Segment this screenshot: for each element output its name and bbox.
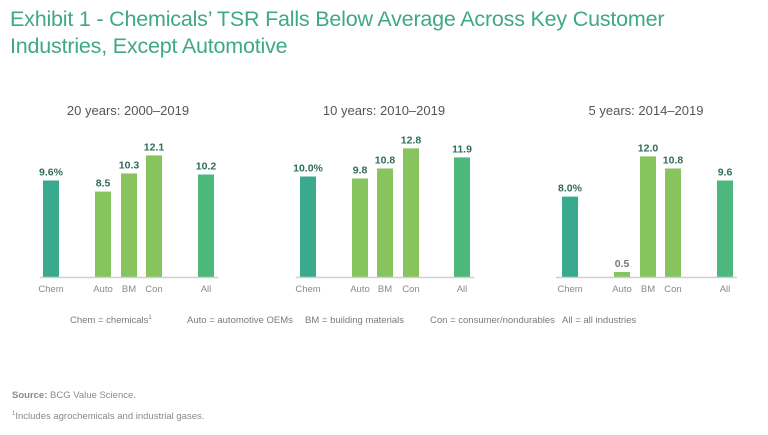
bar-charts: 9.6%Chem8.5Auto10.3BM12.1Con10.2All10.0%… (38, 134, 737, 295)
bar-all (198, 174, 214, 277)
legend-auto: Auto = automotive OEMs (187, 315, 293, 326)
data-label-con: 10.8 (663, 154, 684, 166)
tick-label-chem: Chem (295, 284, 320, 295)
tick-label-auto: Auto (93, 284, 113, 295)
data-label-bm: 10.8 (375, 154, 396, 166)
source-text: BCG Value Science. (47, 390, 136, 401)
data-label-auto: 8.5 (96, 178, 111, 190)
bar-chem (300, 176, 316, 277)
bar-bm (640, 156, 656, 277)
tick-label-chem: Chem (557, 284, 582, 295)
panel-title-20-years: 20 years: 2000–2019 (66, 103, 190, 118)
bar-bm (121, 173, 137, 277)
footnote-marker: 1 (12, 411, 16, 417)
tick-label-bm: BM (378, 284, 392, 295)
tick-label-con: Con (664, 284, 681, 295)
bar-auto (95, 191, 111, 277)
bar-all (717, 180, 733, 277)
data-label-all: 9.6 (718, 167, 733, 179)
data-label-con: 12.8 (401, 134, 422, 146)
panel-title-5-years: 5 years: 2014–2019 (588, 103, 704, 118)
bar-auto (352, 178, 368, 277)
legend-chem: Chem = chemicals1 (70, 315, 152, 326)
legend-bm: BM = building materials (305, 315, 404, 326)
exhibit-title: Exhibit 1 - Chemicals’ TSR Falls Below A… (10, 7, 665, 58)
chart-panel-0: 9.6% Chem 8.5 Auto 10.3 BM 12.1 Con 10.2 All (38, 141, 218, 295)
legend-all: All = all industries (562, 315, 636, 326)
tick-label-chem: Chem (38, 284, 63, 295)
tick-label-bm: BM (641, 284, 655, 295)
data-label-chem: 8.0% (558, 183, 583, 195)
data-label-all: 11.9 (452, 143, 472, 155)
source-label: Source: (12, 390, 48, 401)
data-label-bm: 12.0 (638, 142, 659, 154)
legend-chem-text: Chem = chemicals (70, 315, 149, 327)
panel-title-10-years: 10 years: 2010–2019 (322, 103, 446, 118)
legend-con-text: Con = consumer/nondurables (430, 315, 555, 326)
data-label-chem: 9.6% (39, 167, 64, 179)
footnote: 1Includes agrochemicals and industrial g… (12, 411, 204, 422)
tick-label-con: Con (145, 284, 162, 295)
bar-all (454, 157, 470, 277)
footnote-text: Includes agrochemicals and industrial ga… (15, 411, 205, 423)
source-note: Source: BCG Value Science. (12, 390, 136, 401)
data-label-all: 10.2 (196, 160, 217, 172)
tick-label-con: Con (402, 284, 419, 295)
bar-con (403, 148, 419, 277)
tick-label-all: All (201, 284, 212, 295)
legend-bm-text: BM = building materials (305, 315, 405, 326)
chart-panel-2: 8.0% Chem 0.5 Auto 12.0 BM 10.8 Con 9.6 All (556, 142, 737, 295)
tick-label-bm: BM (122, 284, 136, 295)
data-label-chem: 10.0% (293, 163, 323, 175)
data-label-auto: 9.8 (353, 165, 368, 177)
legend-auto-text: Auto = automotive OEMs (187, 315, 293, 326)
tick-label-auto: Auto (350, 284, 370, 295)
tick-label-auto: Auto (612, 284, 632, 295)
bar-con (665, 168, 681, 277)
tick-label-all: All (720, 284, 731, 295)
data-label-auto: 0.5 (615, 258, 630, 270)
chart-panel-1: 10.0% Chem 9.8 Auto 10.8 BM 12.8 Con 11.9 All (293, 134, 474, 295)
bar-chem (562, 196, 578, 277)
bar-auto (614, 271, 630, 277)
data-label-con: 12.1 (144, 141, 165, 153)
bar-bm (377, 168, 393, 277)
tick-label-all: All (457, 284, 468, 295)
bar-con (146, 155, 162, 277)
legend-all-text: All = all industries (562, 315, 637, 326)
data-label-bm: 10.3 (119, 159, 140, 171)
legend-con: Con = consumer/nondurables (430, 315, 555, 326)
bar-chem (43, 180, 59, 277)
legend-chem-sup: 1 (148, 315, 152, 321)
